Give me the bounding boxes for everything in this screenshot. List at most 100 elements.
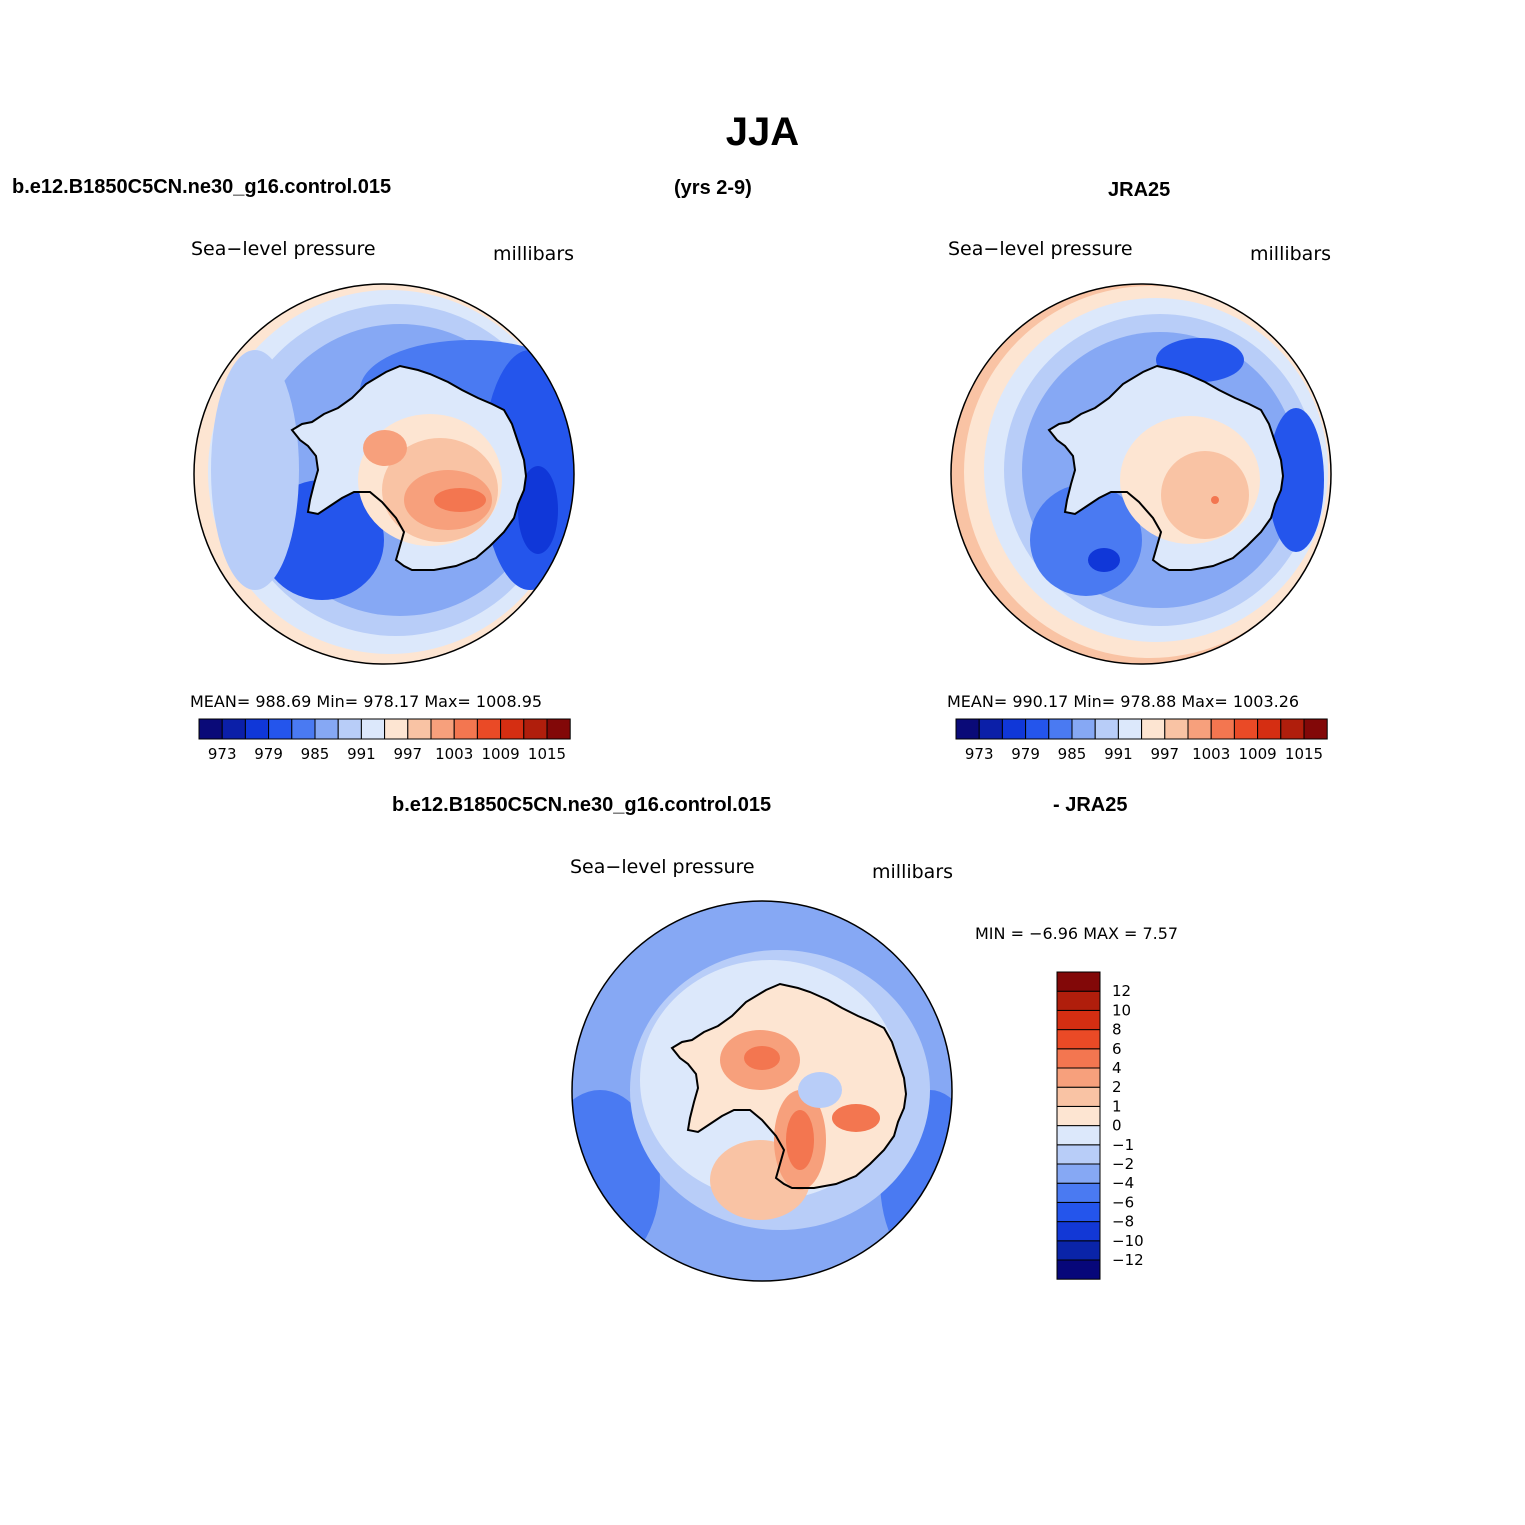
model-colorbar-swatch [430,718,455,740]
obs-name-label: JRA25 [1108,179,1171,201]
model-map-border [193,283,575,665]
obs-colorbar-swatch [1210,718,1235,740]
obs-colorbar: 973 979 985 991 997 1003 1009 1015 [955,718,1328,763]
diff-stats: MIN = −6.96 MAX = 7.57 [975,924,1179,943]
obs-colorbar-swatch [978,718,1003,740]
diff-colorbar-tick-label: 12 [1112,982,1131,1000]
page-title: JJA [725,110,800,154]
diff-colorbar-tick-label: 8 [1112,1021,1122,1039]
model-high-4 [363,430,407,466]
model-colorbar-swatch [337,718,362,740]
diff-high-1-core [744,1046,780,1070]
model-colorbar-swatch [244,718,270,740]
model-colorbar-tick-label: 985 [301,745,330,763]
diff-colorbar-swatch [1056,1125,1101,1146]
model-ridge-atlantic [211,350,299,590]
diff-colorbar-tick-label: −10 [1112,1232,1144,1250]
model-colorbar-swatch [407,718,432,740]
diff-low-1 [572,1090,660,1270]
model-colorbar-swatch [291,718,316,740]
model-units-label: millibars [493,243,575,265]
diff-colorbar-swatch [1056,1259,1101,1280]
diff-colorbar-swatch [1056,1086,1101,1107]
model-colorbar-swatch [384,718,409,740]
obs-map-border [950,283,1332,665]
model-colorbar-tick-label: 997 [393,745,422,763]
obs-colorbar-swatch [1280,718,1305,740]
diff-colorbar-swatch [1056,1009,1101,1031]
diff-colorbar-swatch [1056,1201,1101,1223]
obs-colorbar-swatch [1025,718,1050,740]
obs-stats: MEAN= 990.17 Min= 978.88 Max= 1003.26 [947,692,1300,711]
years-label: (yrs 2-9) [674,177,752,199]
obs-variable-label: Sea−level pressure [948,238,1133,260]
diff-colorbar-swatch [1056,1067,1101,1088]
model-colorbar-swatch [476,718,502,740]
obs-high-2 [1161,451,1249,539]
model-colorbar-tick-label: 979 [254,745,283,763]
diff-colorbar-tick-label: −1 [1112,1136,1134,1154]
obs-units-label: millibars [1250,243,1332,265]
model-colorbar-tick-label: 1003 [435,745,473,763]
obs-low-weddell-core [1088,548,1120,572]
diff-colorbar-tick-label: −4 [1112,1174,1134,1192]
model-colorbar-swatch [546,718,571,740]
model-variable-label: Sea−level pressure [191,238,376,260]
model-colorbar-swatch [523,718,548,740]
obs-colorbar-swatch [1257,718,1282,740]
obs-colorbar-swatch [1233,718,1259,740]
diff-colorbar-swatch [1056,971,1101,992]
diff-high-3 [832,1104,880,1132]
obs-colorbar-swatch [1001,718,1027,740]
diff-low-inner [798,1072,842,1108]
diff-case-label: b.e12.B1850C5CN.ne30_g16.control.015 [392,794,772,816]
model-colorbar-swatch [453,718,478,740]
diff-colorbar-tick-label: −2 [1112,1155,1134,1173]
diff-units-label: millibars [872,861,954,883]
model-stats: MEAN= 988.69 Min= 978.17 Max= 1008.95 [190,692,543,711]
diff-colorbar-swatch [1056,1163,1101,1184]
model-colorbar-tick-label: 1015 [528,745,566,763]
model-colorbar-tick-label: 991 [347,745,376,763]
diff-high-2-core [786,1110,814,1170]
obs-colorbar-swatch [1164,718,1189,740]
diff-colorbar-swatch [1056,1048,1101,1069]
obs-colorbar-tick-label: 997 [1150,745,1179,763]
model-colorbar-swatch [268,718,293,740]
diff-map-border [571,900,953,1282]
model-colorbar-swatch [314,718,339,740]
diff-colorbar-swatch [1056,990,1101,1011]
obs-colorbar-swatch [1303,718,1328,740]
diff-colorbar-tick-label: 4 [1112,1059,1122,1077]
diff-colorbar-swatch [1056,1144,1101,1165]
obs-colorbar-tick-label: 1009 [1239,745,1277,763]
obs-low-indian [1268,408,1324,552]
obs-colorbar-tick-label: 985 [1058,745,1087,763]
obs-colorbar-tick-label: 991 [1104,745,1133,763]
obs-colorbar-swatch [1048,718,1073,740]
diff-colorbar-tick-label: 1 [1112,1097,1122,1115]
model-colorbar-swatch [221,718,246,740]
diff-colorbar-tick-label: 6 [1112,1040,1122,1058]
obs-colorbar-tick-label: 979 [1011,745,1040,763]
diff-colorbar-tick-label: −8 [1112,1213,1134,1231]
model-colorbar-tick-label: 973 [208,745,237,763]
obs-colorbar-swatch [1071,718,1096,740]
diff-colorbar-tick-label: 0 [1112,1117,1122,1135]
diff-colorbar-tick-label: −12 [1112,1251,1144,1269]
obs-colorbar-swatch [1094,718,1119,740]
diff-colorbar-swatch [1056,1029,1101,1050]
diff-colorbar-tick-label: 10 [1112,1001,1131,1019]
obs-map [950,283,1332,665]
case-name-label: b.e12.B1850C5CN.ne30_g16.control.015 [12,176,392,198]
obs-colorbar-tick-label: 1015 [1285,745,1323,763]
diff-colorbar-swatch [1056,1182,1101,1203]
model-high-core [434,488,486,512]
model-colorbar-tick-label: 1009 [482,745,520,763]
obs-colorbar-swatch [1141,718,1166,740]
model-colorbar-swatch [500,718,525,740]
diff-colorbar-swatch [1056,1240,1101,1261]
obs-colorbar-swatch [1117,718,1143,740]
